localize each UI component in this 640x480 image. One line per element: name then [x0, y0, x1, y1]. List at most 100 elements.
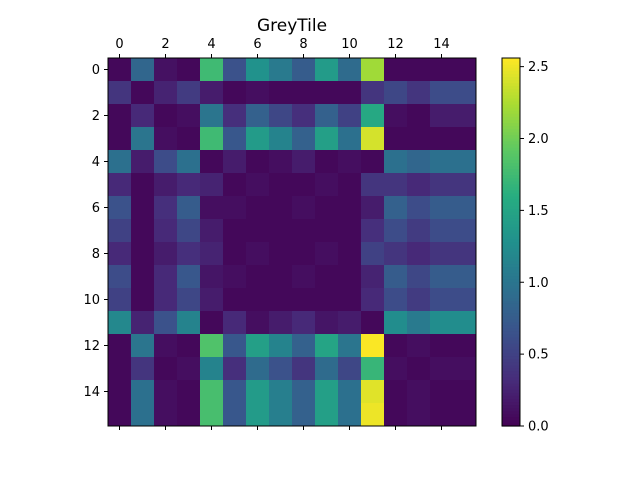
colorbar-segment [502, 245, 520, 249]
heatmap-cell [108, 104, 132, 128]
heatmap-cell [177, 242, 201, 266]
colorbar-segment [502, 376, 520, 381]
colorbar-segment [502, 192, 520, 197]
heatmap-cell [108, 242, 132, 266]
colorbar-segment [502, 134, 520, 139]
heatmap-cell [246, 311, 270, 335]
colorbar-segment [502, 131, 520, 136]
heatmap-cell [384, 242, 408, 266]
heatmap-cell [315, 104, 339, 128]
heatmap-cell [108, 150, 132, 174]
colorbar-segment [502, 401, 520, 406]
colorbar-segment [502, 416, 520, 421]
colorbar-segment [502, 288, 520, 292]
heatmap-cell [200, 196, 224, 220]
heatmap-cell [177, 288, 201, 312]
heatmap-cell [177, 403, 201, 427]
heatmap-cell [246, 265, 270, 289]
colorbar-segment [502, 232, 520, 237]
colorbar-segment [502, 208, 520, 212]
colorbar-segment [502, 410, 520, 415]
heatmap-cell [384, 104, 408, 128]
colorbar-segment [502, 422, 520, 427]
colorbar-segment [502, 199, 520, 203]
heatmap-cell [223, 334, 247, 358]
colorbar-segment [502, 58, 520, 62]
heatmap-cell [269, 196, 293, 220]
colorbar-segment [502, 248, 520, 252]
colorbar-tick-label: 2.5 [528, 60, 549, 75]
plot-frame [107, 57, 477, 427]
heatmap-cell [407, 81, 431, 105]
heatmap-cell [246, 288, 270, 312]
colorbar-segment [502, 116, 520, 120]
heatmap-cell [246, 196, 270, 220]
heatmap-cell [269, 173, 293, 197]
colorbar-segment [502, 306, 520, 311]
heatmap-cell [430, 127, 454, 151]
heatmap-cell [292, 196, 316, 220]
heatmap-cell [246, 173, 270, 197]
heatmap-cell [338, 219, 362, 243]
heatmap-cell [407, 104, 431, 128]
heatmap-cell [269, 81, 293, 105]
heatmap-cell [407, 311, 431, 335]
heatmap-cell [361, 150, 385, 174]
heatmap-cell [315, 127, 339, 151]
heatmap-cell [407, 127, 431, 151]
colorbar-tick-label: 0.5 [528, 348, 549, 363]
colorbar-segment [502, 309, 520, 314]
heatmap-cell [361, 288, 385, 312]
heatmap-cell [177, 219, 201, 243]
heatmap-cell [338, 104, 362, 128]
heatmap-cell [453, 334, 477, 358]
heatmap-cell [453, 311, 477, 335]
heatmap-cell [292, 380, 316, 404]
x-tick-label: 6 [253, 37, 261, 52]
heatmap-cell [430, 265, 454, 289]
colorbar-segment [502, 165, 520, 169]
heatmap-cell [200, 104, 224, 128]
heatmap-cell [407, 58, 431, 82]
heatmap-cell [223, 173, 247, 197]
colorbar-segment [502, 235, 520, 240]
heatmap-cell [407, 219, 431, 243]
heatmap-cell [338, 127, 362, 151]
heatmap-cell [338, 81, 362, 105]
heatmap-cell [361, 104, 385, 128]
heatmap-cell [384, 127, 408, 151]
heatmap-cell [177, 334, 201, 358]
heatmap-cell [430, 173, 454, 197]
heatmap-cell [361, 403, 385, 427]
heatmap-cell [269, 150, 293, 174]
heatmap-cell [177, 265, 201, 289]
heatmap-cell [430, 242, 454, 266]
colorbar-segment [502, 386, 520, 390]
heatmap-cell [430, 219, 454, 243]
heatmap-cell [154, 357, 178, 381]
colorbar-segment [502, 70, 520, 74]
heatmap-cell [384, 173, 408, 197]
heatmap-cell [108, 357, 132, 381]
heatmap-cell [108, 219, 132, 243]
heatmap-cell [269, 58, 293, 82]
heatmap-cell [430, 380, 454, 404]
heatmap-cell [292, 311, 316, 335]
colorbar-segment [502, 73, 520, 77]
colorbar-segment [502, 352, 520, 357]
colorbar-segment [502, 321, 520, 326]
colorbar-segment [502, 174, 520, 179]
heatmap-cell [453, 104, 477, 128]
colorbar-segment [502, 177, 520, 182]
heatmap-cell [453, 58, 477, 82]
heatmap-cell [154, 104, 178, 128]
colorbar-segment [502, 275, 520, 280]
heatmap-cell [338, 150, 362, 174]
heatmap-cell [223, 265, 247, 289]
heatmap-cell [108, 334, 132, 358]
heatmap-cell [200, 288, 224, 312]
heatmap-cell [315, 357, 339, 381]
colorbar-segment [502, 159, 520, 163]
heatmap-cell [338, 242, 362, 266]
colorbar-segment [502, 291, 520, 295]
